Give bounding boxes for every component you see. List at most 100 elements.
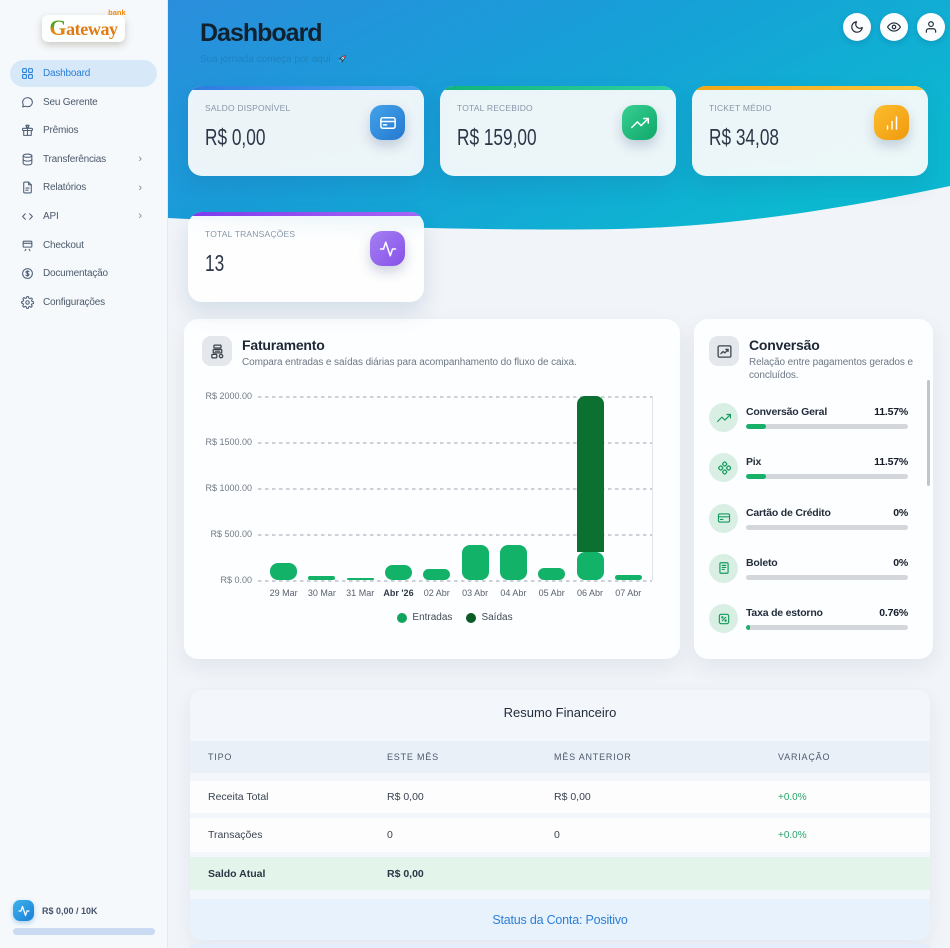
x-axis-tick: Abr '26 bbox=[383, 588, 414, 598]
conversion-label: Pix bbox=[746, 456, 762, 469]
stat-card-0[interactable]: SALDO DISPONÍVEL R$ 0,00 bbox=[188, 86, 424, 176]
chevron-right-icon: › bbox=[138, 181, 142, 194]
conversion-progressbar bbox=[746, 574, 908, 580]
cash-register-icon bbox=[202, 336, 232, 366]
stat-card-2[interactable]: TICKET MÉDIO R$ 34,08 bbox=[692, 86, 928, 176]
usage-progressbar bbox=[13, 928, 155, 935]
stat-accent-bar bbox=[188, 86, 424, 90]
conversion-item-1[interactable]: Pix 11.57% bbox=[709, 453, 908, 495]
bar-entradas[interactable] bbox=[346, 578, 374, 580]
chevron-right-icon: › bbox=[138, 210, 142, 223]
bar-entradas[interactable] bbox=[614, 575, 642, 580]
nav-item-icon bbox=[21, 124, 34, 137]
trending-up-icon bbox=[630, 117, 649, 128]
sidebar-item-configura-es[interactable]: Configurações bbox=[10, 289, 157, 316]
stat-label: SALDO DISPONÍVEL bbox=[205, 103, 291, 113]
topbar-actions bbox=[843, 13, 945, 66]
col-este-mes: ESTE MÊS bbox=[387, 752, 439, 762]
stat-accent-bar bbox=[440, 86, 676, 90]
gridline bbox=[258, 534, 652, 536]
bar-saidas[interactable] bbox=[576, 396, 604, 553]
legend-item[interactable]: Entradas bbox=[397, 612, 452, 623]
y-axis-tick: R$ 1000.00 bbox=[205, 483, 252, 493]
code-icon bbox=[22, 213, 33, 220]
bar-entradas[interactable] bbox=[538, 567, 566, 580]
table-row[interactable]: Receita Total R$ 0,00 R$ 0,00 +0.0% bbox=[190, 781, 930, 813]
x-axis-tick: 04 Abr bbox=[500, 588, 527, 598]
conversion-item-3[interactable]: Boleto 0% bbox=[709, 553, 908, 596]
table-row[interactable]: Transações 0 0 +0.0% bbox=[190, 818, 930, 852]
chart-up-icon bbox=[709, 336, 739, 366]
stat-label: TICKET MÉDIO bbox=[709, 103, 772, 113]
rocket-icon bbox=[337, 55, 346, 63]
sidebar-item-pr-mios[interactable]: Prêmios bbox=[10, 117, 157, 144]
stat-card-1[interactable]: TOTAL RECEBIDO R$ 159,00 bbox=[440, 86, 676, 176]
brand-name: ateway bbox=[66, 18, 118, 39]
credit-card-icon bbox=[717, 513, 730, 523]
nav-item-icon bbox=[21, 153, 34, 166]
conversion-percent: 11.57% bbox=[874, 406, 908, 418]
moon-icon bbox=[851, 21, 863, 33]
sidebar-item-transfer-ncias[interactable]: Transferências › bbox=[10, 146, 157, 173]
sidebar-item-dashboard[interactable]: Dashboard bbox=[10, 60, 157, 87]
dark-mode-button[interactable] bbox=[843, 13, 871, 41]
x-axis-tick: 03 Abr bbox=[462, 588, 489, 598]
sidebar-item-label: Dashboard bbox=[43, 68, 91, 79]
cell-variacao: +0.0% bbox=[778, 791, 807, 803]
conversion-item-0[interactable]: Conversão Geral 11.57% bbox=[709, 403, 908, 445]
bar-entradas[interactable] bbox=[423, 569, 451, 580]
main-area: Dashboard Sua jornada começa por aqui bbox=[168, 0, 950, 948]
conversion-item-2[interactable]: Cartão de Crédito 0% bbox=[709, 503, 908, 546]
stat-label: TOTAL RECEBIDO bbox=[457, 103, 533, 113]
bar-entradas[interactable] bbox=[576, 552, 604, 580]
table-row-saldo[interactable]: Saldo Atual R$ 0,00 bbox=[190, 857, 930, 890]
sidebar-item-api[interactable]: API › bbox=[10, 203, 157, 230]
sidebar-item-label: Configurações bbox=[43, 296, 105, 308]
conversion-label: Conversão Geral bbox=[746, 406, 828, 418]
sidebar-item-label: Checkout bbox=[43, 239, 84, 251]
cell-tipo: Transações bbox=[208, 829, 263, 841]
sidebar-item-relat-rios[interactable]: Relatórios › bbox=[10, 174, 157, 201]
logo-plate: Gateway bank bbox=[42, 8, 126, 42]
billing-panel: Faturamento Compara entradas e saídas di… bbox=[184, 319, 680, 659]
conversion-subtitle: Relação entre pagamentos gerados e concl… bbox=[749, 357, 913, 382]
billing-bar-chart[interactable]: R$ 2000.00 R$ 1500.00 R$ 1000.00 R$ 500.00 R… bbox=[184, 391, 680, 659]
stat-grid: SALDO DISPONÍVEL R$ 0,00 TOTAL RECEBIDO R$ … bbox=[188, 86, 935, 322]
sidebar-item-documenta-o[interactable]: Documentação bbox=[10, 260, 157, 287]
x-axis-tick: 05 Abr bbox=[538, 588, 565, 598]
stat-accent-bar bbox=[188, 212, 424, 216]
sidebar-usage-widget: R$ 0,00 / 10K bbox=[0, 900, 167, 935]
sidebar-item-seu-gerente[interactable]: Seu Gerente bbox=[10, 89, 157, 116]
activity-icon bbox=[370, 231, 405, 266]
nav-item-icon bbox=[21, 67, 34, 80]
conversion-percent: 0% bbox=[893, 506, 908, 519]
billing-subtitle: Compara entradas e saídas diárias para a… bbox=[242, 357, 577, 368]
sidebar-item-label: Relatórios bbox=[43, 182, 87, 194]
bar-entradas[interactable] bbox=[499, 545, 527, 580]
legend-item[interactable]: Saídas bbox=[466, 612, 513, 623]
brand-logo[interactable]: Gateway bank bbox=[0, 0, 167, 52]
cell-este-mes: R$ 0,00 bbox=[387, 867, 424, 880]
database-icon bbox=[22, 153, 33, 166]
bar-entradas[interactable] bbox=[270, 562, 298, 580]
brand-wordmark: Gateway bbox=[49, 16, 118, 39]
bar-entradas[interactable] bbox=[461, 545, 489, 580]
bar-entradas[interactable] bbox=[308, 576, 336, 580]
eye-icon bbox=[887, 22, 901, 32]
topbar-left: Dashboard Sua jornada começa por aqui bbox=[200, 19, 348, 66]
brand-badge: bank bbox=[108, 7, 126, 17]
nav-item-icon bbox=[21, 96, 34, 109]
credit-card-icon bbox=[709, 503, 738, 533]
conversion-item-4[interactable]: Taxa de estorno 0.76% bbox=[709, 604, 908, 646]
stat-value: R$ 159,00 bbox=[457, 124, 537, 150]
stat-card-3[interactable]: TOTAL TRANSAÇÕES 13 bbox=[188, 212, 424, 302]
profile-button[interactable] bbox=[917, 13, 945, 41]
percent-grid-icon bbox=[718, 613, 729, 624]
cell-tipo: Receita Total bbox=[208, 791, 269, 803]
sidebar-item-checkout[interactable]: Checkout bbox=[10, 232, 157, 259]
conversion-scrollbar[interactable] bbox=[927, 380, 930, 486]
nav-item-icon bbox=[21, 181, 34, 194]
visibility-button[interactable] bbox=[880, 13, 908, 41]
panel-header: Faturamento Compara entradas e saídas di… bbox=[184, 319, 680, 369]
bar-entradas[interactable] bbox=[385, 565, 412, 580]
